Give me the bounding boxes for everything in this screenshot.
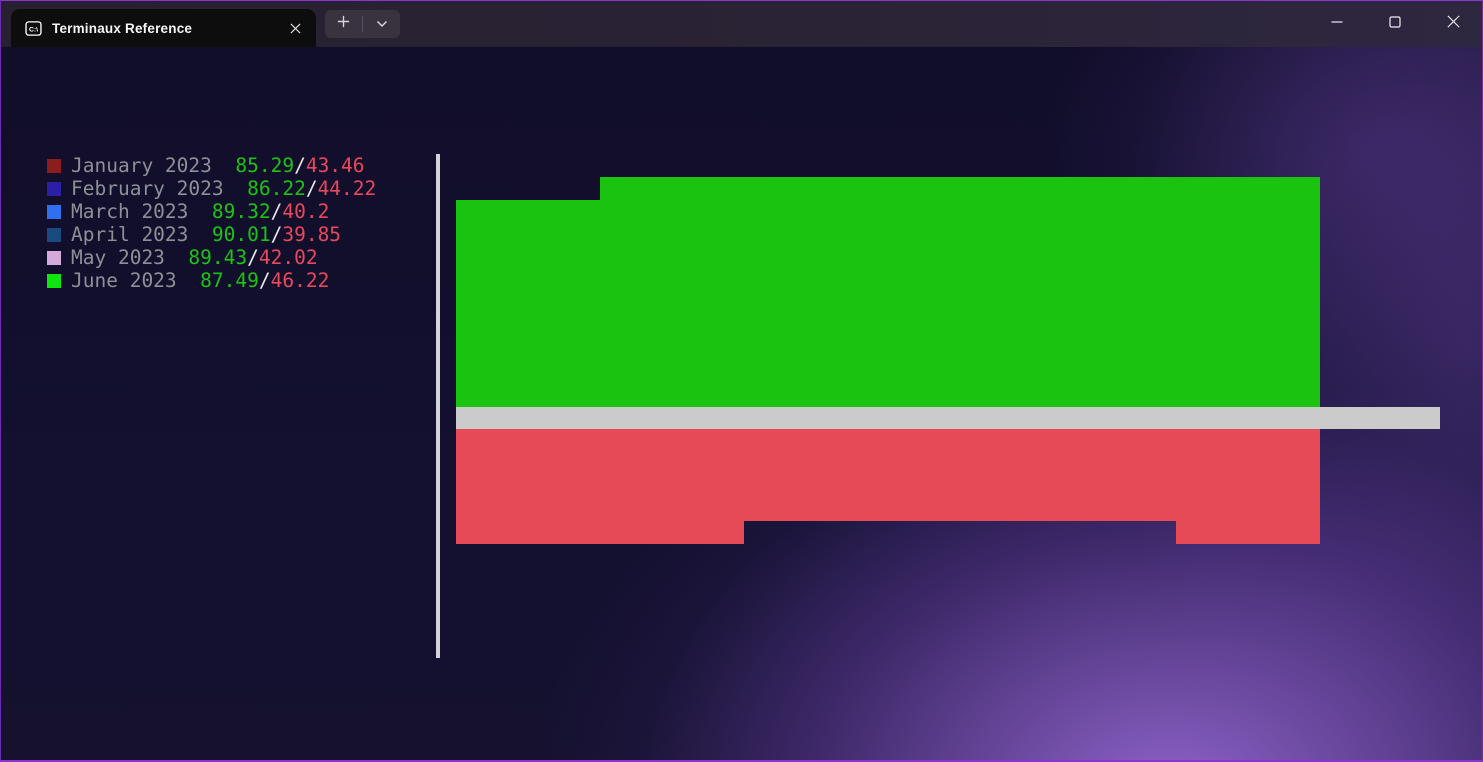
legend-month: April 2023	[71, 223, 189, 246]
legend-marker	[47, 227, 61, 242]
high-bar	[456, 200, 600, 407]
new-tab-button[interactable]	[325, 10, 362, 38]
legend-month: February 2023	[71, 177, 224, 200]
new-tab-group	[325, 10, 400, 38]
low-bar	[744, 429, 888, 521]
low-bar	[456, 429, 600, 544]
legend-month: March 2023	[71, 200, 189, 223]
legend-high-value: 89.43	[188, 246, 248, 269]
legend-item: March 2023 89.32/40.2	[47, 200, 329, 223]
legend-high-value: 86.22	[247, 177, 306, 200]
legend-low-value: 40.2	[282, 200, 330, 223]
legend-gap	[188, 200, 211, 223]
legend-gap	[177, 269, 200, 292]
legend-label: May 2023 89.43/42.02	[71, 246, 318, 269]
legend-marker	[47, 181, 61, 196]
tab-title: Terminaux Reference	[52, 20, 193, 36]
legend-gap	[188, 223, 211, 246]
low-bar	[1176, 429, 1320, 544]
legend-high-value: 89.32	[211, 200, 271, 223]
legend-label: June 2023 87.49/46.22	[71, 269, 329, 292]
low-bar	[888, 429, 1032, 521]
legend-separator: /	[294, 154, 306, 177]
command-prompt-icon: C:\	[25, 20, 42, 37]
legend-marker	[47, 273, 61, 288]
legend-label: April 2023 90.01/39.85	[71, 223, 341, 246]
chart-y-axis	[436, 154, 440, 658]
legend-separator: /	[270, 223, 283, 246]
legend-item: May 2023 89.43/42.02	[47, 246, 318, 269]
legend-low-value: 39.85	[282, 223, 342, 246]
plus-icon	[337, 15, 350, 33]
legend-separator: /	[247, 246, 259, 269]
legend-separator: /	[270, 200, 283, 223]
maximize-button[interactable]	[1366, 1, 1424, 47]
svg-text:C:\: C:\	[29, 26, 38, 33]
high-bar	[1032, 177, 1176, 407]
legend-low-value: 43.46	[305, 154, 365, 177]
divider	[362, 16, 363, 32]
legend-low-value: 46.22	[270, 269, 330, 292]
legend-high-value: 85.29	[235, 154, 295, 177]
legend-separator: /	[305, 177, 318, 200]
legend-high-value: 87.49	[200, 269, 259, 292]
maximize-icon	[1389, 15, 1401, 33]
low-bar	[1032, 429, 1176, 521]
legend-gap	[224, 177, 247, 200]
high-bar	[1176, 177, 1320, 407]
close-button[interactable]	[1424, 1, 1482, 47]
legend-label: February 2023 86.22/44.22	[71, 177, 376, 200]
low-bar	[600, 429, 744, 544]
title-bar: C:\ Terminaux Reference	[1, 1, 1482, 47]
high-bar	[600, 177, 744, 407]
legend-high-value: 90.01	[211, 223, 271, 246]
legend-marker	[47, 204, 61, 219]
legend-separator: /	[258, 269, 271, 292]
legend-gap	[212, 154, 235, 177]
chart-baseline-band	[456, 407, 1440, 429]
legend-item: February 2023 86.22/44.22	[47, 177, 376, 200]
window-controls	[1308, 1, 1482, 47]
legend-item: June 2023 87.49/46.22	[47, 269, 329, 292]
terminal-screen: January 2023 85.29/43.46 February 2023 86…	[1, 47, 1482, 760]
legend-month: June 2023	[71, 269, 177, 292]
legend-marker	[47, 250, 61, 265]
tab-close-icon[interactable]	[282, 15, 308, 41]
tab-terminaux-reference[interactable]: C:\ Terminaux Reference	[11, 9, 316, 47]
high-bar	[744, 177, 888, 407]
legend-low-value: 42.02	[258, 246, 318, 269]
legend-gap	[165, 246, 188, 269]
legend-item: April 2023 90.01/39.85	[47, 223, 341, 246]
legend-item: January 2023 85.29/43.46	[47, 154, 365, 177]
legend-month: January 2023	[71, 154, 212, 177]
close-icon	[1446, 15, 1460, 33]
legend-low-value: 44.22	[317, 177, 377, 200]
legend-label: March 2023 89.32/40.2	[71, 200, 329, 223]
legend-marker	[47, 158, 61, 173]
high-bar	[888, 177, 1032, 407]
minimize-button[interactable]	[1308, 1, 1366, 47]
chevron-down-icon	[376, 15, 388, 33]
tab-dropdown-button[interactable]	[363, 10, 400, 38]
legend-label: January 2023 85.29/43.46	[71, 154, 365, 177]
minimize-icon	[1331, 15, 1343, 33]
legend-month: May 2023	[71, 246, 165, 269]
